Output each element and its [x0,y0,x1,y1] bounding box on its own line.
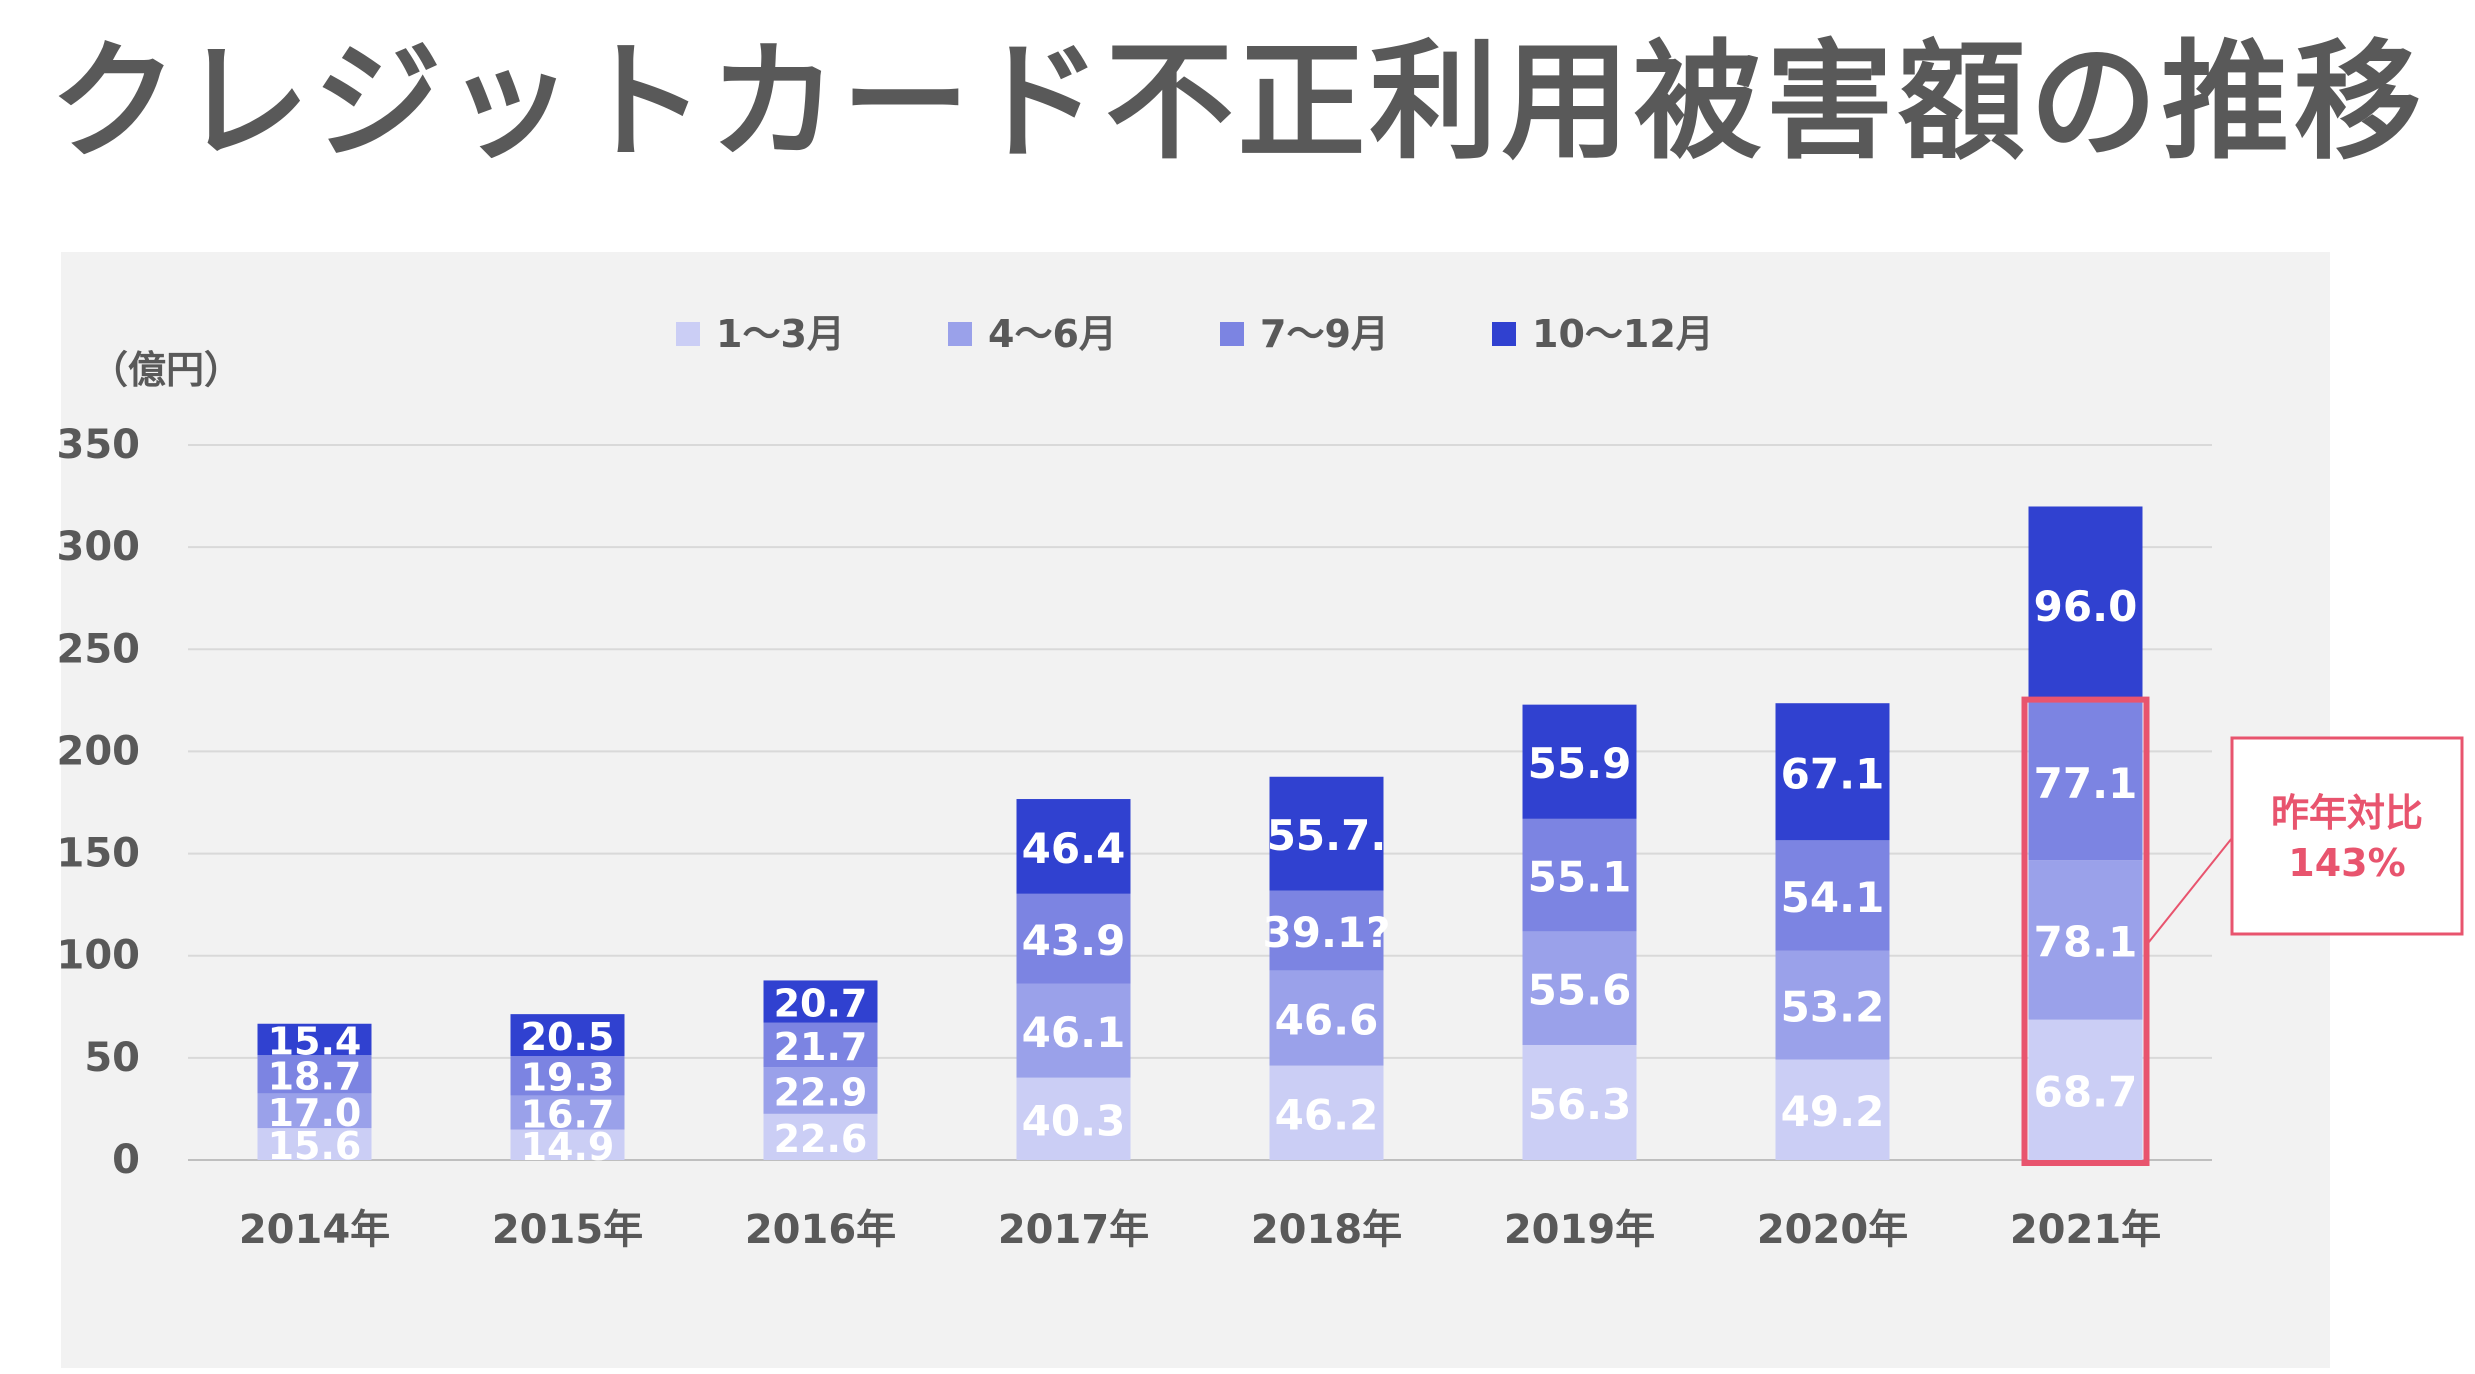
data-label: 46.1 [1022,1008,1126,1057]
callout-box [2230,736,2464,936]
data-label: 55.7. [1267,811,1387,860]
bar-segment [763,1067,878,1114]
y-tick-label: 350 [57,422,141,468]
page-title: クレジットカード不正利用被害額の推移 [49,28,2426,177]
bar-segment [1016,983,1131,1078]
bar-segment [510,1014,625,1057]
data-label: 19.3 [521,1056,615,1100]
bar-segment [763,1022,878,1068]
bar-segment [510,1056,625,1096]
y-tick-label: 300 [57,524,141,570]
bar-segment [2028,1019,2143,1160]
data-label: 21.7 [774,1025,868,1069]
data-label: 17.0 [268,1091,362,1135]
bar-segment [257,1023,372,1056]
data-label: 22.6 [774,1117,868,1161]
bar-segment [1775,950,1890,1060]
bar-segment [763,1113,878,1160]
callout-text: 昨年対比 [2271,791,2423,835]
data-label: 22.9 [774,1070,868,1114]
y-tick-label: 200 [57,728,141,774]
bar-segment [1016,799,1131,894]
bar-segment [1522,931,1637,1045]
data-label: 67.1 [1781,749,1885,798]
data-label: 16.7 [521,1093,615,1137]
x-tick-label: 2017年 [998,1207,1149,1253]
data-label: 49.2 [1781,1087,1885,1136]
y-axis-label: （億円） [90,348,242,392]
highlight-box [2021,696,2150,1167]
callout-connector [2145,837,2233,946]
x-tick-label: 2020年 [1757,1207,1908,1253]
data-label: 53.2 [1781,983,1885,1032]
y-tick-label: 50 [84,1035,140,1081]
chart-panel [61,252,2330,1368]
data-label: 55.1 [1528,853,1632,902]
x-tick-label: 2021年 [2010,1207,2161,1253]
bar-segment [1775,1059,1890,1160]
y-tick-label: 0 [112,1137,140,1183]
data-label: 20.7 [774,982,868,1026]
y-tick-label: 250 [57,626,141,672]
x-tick-label: 2019年 [1504,1207,1655,1253]
data-label: 55.9 [1528,739,1632,788]
legend-swatch [1220,322,1244,346]
data-label: 46.2 [1275,1090,1379,1139]
bar-segment [1269,970,1384,1066]
legend-swatch [676,322,700,346]
bar-segment [2028,860,2143,1020]
bar-segment [2028,702,2143,861]
data-label: 40.3 [1022,1096,1126,1145]
legend-label: 1〜3月 [716,312,845,356]
bar-segment [1269,776,1384,891]
bar-segment [1522,1044,1637,1160]
data-label: 15.6 [268,1124,362,1168]
legend-label: 4〜6月 [988,312,1117,356]
data-label: 46.6 [1275,996,1379,1045]
data-label: 18.7 [268,1054,362,1098]
y-tick-label: 150 [57,831,141,877]
bar-segment [1016,893,1131,984]
x-tick-label: 2016年 [745,1207,896,1253]
data-label: 14.9 [521,1125,615,1169]
bar-segment [510,1129,625,1160]
data-label: 20.5 [521,1015,615,1059]
data-label: 56.3 [1528,1080,1632,1129]
legend-swatch [1492,322,1516,346]
data-label: 96.0 [2034,582,2138,631]
bar-segment [257,1128,372,1160]
bar-segment [257,1093,372,1129]
bar-segment [1775,840,1890,951]
x-tick-label: 2015年 [492,1207,643,1253]
data-label: 46.4 [1022,824,1126,873]
x-tick-label: 2014年 [239,1207,390,1253]
bar-segment [1522,704,1637,819]
data-label: 78.1 [2034,917,2138,966]
data-label: 77.1 [2034,759,2138,808]
legend-label: 7〜9月 [1260,312,1389,356]
y-tick-label: 100 [57,933,141,979]
data-label: 68.7 [2034,1067,2138,1116]
bar-segment [1016,1077,1131,1160]
data-label: 43.9 [1022,916,1126,965]
bar-segment [257,1055,372,1094]
data-label: 15.4 [268,1019,362,1063]
bar-segment [2028,506,2143,703]
data-label: 54.1 [1781,873,1885,922]
bar-segment [510,1095,625,1130]
bar-segment [1522,818,1637,932]
bar-segment [1269,890,1384,971]
bar-segment [1775,703,1890,841]
legend-label: 10〜12月 [1532,312,1714,356]
data-label: 55.6 [1528,966,1632,1015]
data-label: 39.1? [1263,908,1391,957]
x-tick-label: 2018年 [1251,1207,1402,1253]
bar-segment [1269,1065,1384,1160]
bar-segment [763,980,878,1023]
callout-text: 143% [2288,841,2405,885]
legend-swatch [948,322,972,346]
